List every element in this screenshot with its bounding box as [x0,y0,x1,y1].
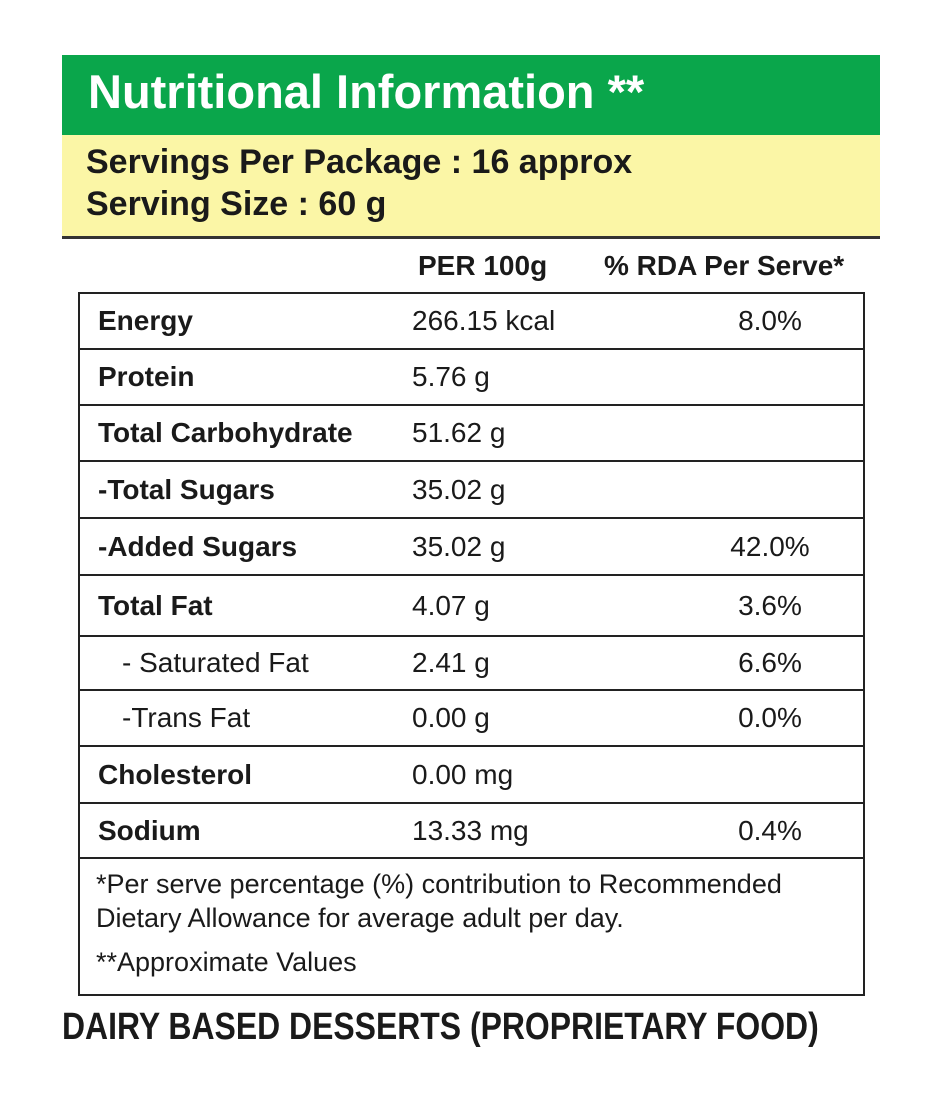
table-row: Protein 5.76 g [80,350,863,406]
per-100g: 4.07 g [412,589,490,621]
nutrient-name: Total Carbohydrate [98,417,353,448]
servings: Servings Per Package : 16 approx [86,143,633,181]
nutrient-name: - Saturated Fat [122,647,309,678]
nutrient-name: Cholesterol [98,758,253,790]
table-row: -Trans Fat 0.00 g 0.0% [80,691,863,747]
rda: 8.0% [738,305,802,336]
nutrient-name: -Added Sugars [98,530,298,562]
per-100g: 35.02 g [412,530,506,562]
rda: 6.6% [738,647,802,678]
footnotes: *Per serve percentage (%) contribution t… [80,859,863,994]
serving-box [62,135,880,239]
nutrient-name: Total Fat [98,589,213,621]
category: DAIRY BASED DESSERTS (PROPRIETARY FOOD) [62,1006,819,1048]
nutrient-name: Energy [98,305,193,336]
footnote: *Per serve percentage (%) contribution t… [96,869,782,933]
table-row: -Total Sugars 35.02 g [80,462,863,519]
nutrient-name: -Trans Fat [122,702,251,733]
table-row: Sodium 13.33 mg 0.4% [80,804,863,859]
rda: 42.0% [730,530,810,562]
rda: 0.0% [738,702,802,733]
per-100g: 13.33 mg [412,814,529,846]
per-100g: 0.00 mg [412,758,514,790]
nutrient-name: Protein [98,361,195,392]
rda: 3.6% [738,589,802,621]
table-row: Total Carbohydrate 51.62 g [80,406,863,462]
table-row: - Saturated Fat 2.41 g 6.6% [80,637,863,691]
per-100g: 266.15 kcal [412,305,556,336]
per-100g: 0.00 g [412,702,490,733]
footnote: **Approximate Values [96,947,357,977]
column-header: PER 100g [418,250,548,281]
nutrient-name: Sodium [98,814,201,846]
table-row: Total Fat 4.07 g 3.6% [80,576,863,637]
title: Nutritional Information ** [88,65,645,118]
rda: 0.4% [738,814,802,846]
table-row: Energy 266.15 kcal 8.0% [80,294,863,350]
per-100g: 5.76 g [412,361,490,392]
serving-size: Serving Size : 60 g [86,185,387,223]
per-100g: 2.41 g [412,647,490,678]
per-100g: 35.02 g [412,473,506,505]
nutrient-name: -Total Sugars [98,473,275,505]
table: Energy 266.15 kcal 8.0% Protein 5.76 g Total … [78,292,865,996]
table-row: Cholesterol 0.00 mg [80,747,863,804]
column-header: % RDA Per Serve* [604,250,845,281]
per-100g: 51.62 g [412,417,506,448]
title-bar [62,55,880,135]
table-row: -Added Sugars 35.02 g 42.0% [80,519,863,576]
